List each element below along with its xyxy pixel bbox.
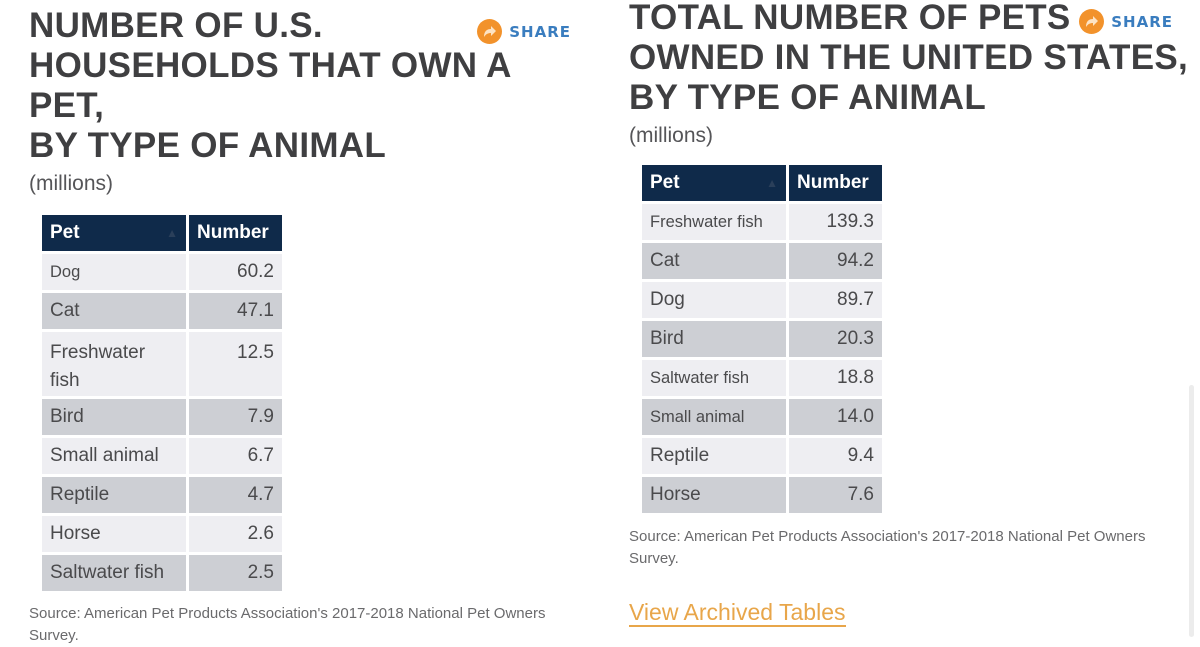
table-row: Freshwater fish 12.5 (42, 332, 282, 396)
number-cell: 94.2 (789, 243, 882, 279)
number-cell: 2.5 (189, 555, 282, 591)
pet-cell: Cat (642, 243, 786, 279)
pet-cell: Small animal (42, 438, 186, 474)
table-row: Freshwater fish 139.3 (642, 204, 882, 240)
pet-cell: Reptile (642, 438, 786, 474)
share-label: SHARE (1111, 12, 1173, 31)
pet-cell: Small animal (642, 399, 786, 435)
share-arrow-icon (1079, 9, 1105, 34)
table-row: Dog 89.7 (642, 282, 882, 318)
sort-icon: ▲ (766, 176, 778, 190)
number-cell: 139.3 (789, 204, 882, 240)
total-pets-title-row: TOTAL NUMBER OF PETS OWNED IN THE UNITED… (629, 0, 1189, 118)
column-header-pet[interactable]: Pet ▲ (642, 165, 786, 201)
table-row: Horse 7.6 (642, 477, 882, 513)
column-header-number[interactable]: Number (189, 215, 282, 251)
pet-cell: Horse (42, 516, 186, 552)
column-header-number[interactable]: Number (789, 165, 882, 201)
pet-cell: Bird (642, 321, 786, 357)
total-pets-table: Pet ▲ Number Freshwater fish 139.3 Cat 9… (639, 162, 885, 516)
pet-cell: Cat (42, 293, 186, 329)
pet-cell: Bird (42, 399, 186, 435)
page-scrollbar[interactable] (1189, 385, 1194, 637)
share-arrow-icon (477, 19, 503, 44)
pet-cell: Dog (642, 282, 786, 318)
table-row: Dog 60.2 (42, 254, 282, 290)
number-cell: 9.4 (789, 438, 882, 474)
table-row: Reptile 4.7 (42, 477, 282, 513)
number-cell: 60.2 (189, 254, 282, 290)
number-cell: 18.8 (789, 360, 882, 396)
table-row: Small animal 6.7 (42, 438, 282, 474)
units-label: (millions) (29, 172, 113, 195)
number-cell: 89.7 (789, 282, 882, 318)
table-row: Saltwater fish 2.5 (42, 555, 282, 591)
table-row: Bird 7.9 (42, 399, 282, 435)
pet-cell: Freshwater fish (42, 332, 186, 396)
pet-cell: Saltwater fish (42, 555, 186, 591)
table-row: Horse 2.6 (42, 516, 282, 552)
pet-cell: Reptile (42, 477, 186, 513)
share-button[interactable]: SHARE (1079, 9, 1173, 34)
column-header-pet[interactable]: Pet ▲ (42, 215, 186, 251)
pet-cell: Freshwater fish (642, 204, 786, 240)
table-row: Small animal 14.0 (642, 399, 882, 435)
sort-icon: ▲ (166, 226, 178, 240)
source-note: Source: American Pet Products Associatio… (629, 528, 1146, 567)
total-pets-panel: TOTAL NUMBER OF PETS OWNED IN THE UNITED… (629, 0, 1189, 627)
number-cell: 4.7 (189, 477, 282, 513)
number-cell: 12.5 (189, 332, 282, 396)
total-pets-title: TOTAL NUMBER OF PETS OWNED IN THE UNITED… (629, 0, 1189, 117)
number-cell: 14.0 (789, 399, 882, 435)
units-label: (millions) (629, 124, 713, 147)
table-row: Cat 94.2 (642, 243, 882, 279)
pet-cell: Horse (642, 477, 786, 513)
households-table: Pet ▲ Number Dog 60.2 Cat 47.1 Freshwate… (39, 212, 285, 594)
view-archived-tables-link[interactable]: View Archived Tables (629, 599, 846, 627)
table-row: Bird 20.3 (642, 321, 882, 357)
number-cell: 6.7 (189, 438, 282, 474)
households-title: NUMBER OF U.S. HOUSEHOLDS THAT OWN A PET… (29, 6, 511, 165)
number-cell: 47.1 (189, 293, 282, 329)
number-cell: 7.9 (189, 399, 282, 435)
number-cell: 2.6 (189, 516, 282, 552)
share-button[interactable]: SHARE (477, 19, 571, 44)
source-note: Source: American Pet Products Associatio… (29, 605, 546, 644)
table-row: Cat 47.1 (42, 293, 282, 329)
table-row: Saltwater fish 18.8 (642, 360, 882, 396)
table-row: Reptile 9.4 (642, 438, 882, 474)
number-cell: 7.6 (789, 477, 882, 513)
households-title-row: NUMBER OF U.S. HOUSEHOLDS THAT OWN A PET… (29, 6, 589, 166)
households-panel: NUMBER OF U.S. HOUSEHOLDS THAT OWN A PET… (29, 6, 589, 647)
pet-cell: Saltwater fish (642, 360, 786, 396)
number-cell: 20.3 (789, 321, 882, 357)
pet-cell: Dog (42, 254, 186, 290)
share-label: SHARE (509, 22, 571, 41)
